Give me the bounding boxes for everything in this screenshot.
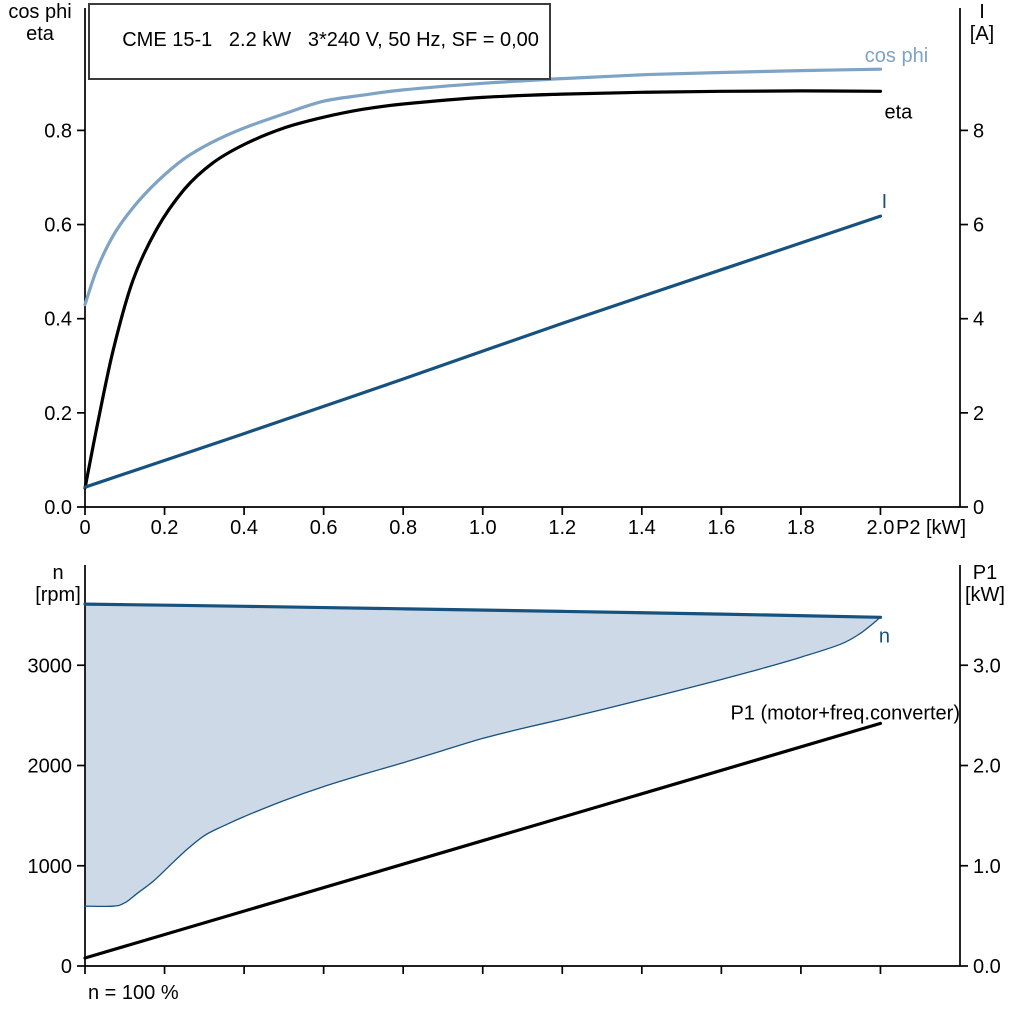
- left-tick-label: 2000: [28, 756, 73, 778]
- x-tick-label: 1.8: [787, 517, 815, 539]
- x-tick-label: 1.6: [707, 517, 735, 539]
- left-tick-label: 1000: [28, 856, 73, 878]
- chart-title: CME 15-1 2.2 kW 3*240 V, 50 Hz, SF = 0,0…: [122, 29, 539, 51]
- chart-motor-curves: 0 0.2 0.4 0.6 0.8 1.0 1.2 1.4 1.6 1.8 2.0 P2 [kW] 0.…: [8, 1, 994, 539]
- right-axis-title: I: [979, 1, 985, 23]
- x-tick-label: 1.2: [548, 517, 576, 539]
- left-tick-label: 0.2: [44, 403, 72, 425]
- right-axis-title: [A]: [970, 23, 994, 45]
- x-tick-label: 1.0: [469, 517, 497, 539]
- x-tick-label: 0.8: [389, 517, 417, 539]
- x-tick-label: 2.0: [867, 517, 895, 539]
- right-tick-label: 1.0: [973, 856, 1001, 878]
- right-tick-label: 6: [973, 215, 984, 237]
- x-tick-label: 0: [79, 517, 90, 539]
- x-tick-label: 1.4: [628, 517, 656, 539]
- series-i: [83, 214, 883, 489]
- speed-control-range-area: [85, 604, 881, 907]
- right-tick-label: 4: [973, 309, 984, 331]
- right-tick-label: 2: [973, 403, 984, 425]
- curve-label-p1-motor-freq-converter: P1 (motor+freq.converter): [730, 702, 960, 724]
- left-axis-title: n: [52, 562, 63, 584]
- series-eta: [83, 89, 883, 490]
- series-cos-phi: [83, 67, 883, 307]
- curve-label-cos-phi: cos phi: [865, 45, 928, 67]
- left-tick-label: 0.0: [44, 497, 72, 519]
- right-axis-title: [kW]: [965, 584, 1005, 606]
- curve-label-eta: eta: [884, 102, 913, 124]
- series-p1-motor-freq-converter: [83, 721, 883, 960]
- series-n: [83, 602, 883, 619]
- curve-label-i: I: [882, 191, 888, 213]
- left-tick-label: 0: [61, 956, 72, 978]
- right-axis-title: P1: [973, 562, 997, 584]
- x-tick-label: 0.2: [151, 517, 179, 539]
- chart-speed-power: 01000200030000.01.02.03.0n[rpm]P1[kW]nP1…: [28, 562, 1006, 978]
- x-axis-title: P2 [kW]: [896, 517, 966, 539]
- chart-title-box: CME 15-1 2.2 kW 3*240 V, 50 Hz, SF = 0,0…: [88, 3, 551, 80]
- speed-footnote: n = 100 %: [88, 982, 179, 1004]
- series-n-min: [84, 616, 882, 908]
- right-tick-label: 3.0: [973, 655, 1001, 677]
- right-tick-label: 0.0: [973, 956, 1001, 978]
- left-tick-label: 0.8: [44, 120, 72, 142]
- curve-label-n: n: [879, 626, 890, 648]
- x-tick-label: 0.4: [230, 517, 258, 539]
- left-axis-title: [rpm]: [35, 584, 81, 606]
- left-tick-label: 0.6: [44, 215, 72, 237]
- left-axis-title: cos phi: [8, 1, 71, 23]
- left-axis-title: eta: [26, 23, 55, 45]
- right-tick-label: 8: [973, 120, 984, 142]
- left-tick-label: 0.4: [44, 309, 72, 331]
- x-tick-label: 0.6: [310, 517, 338, 539]
- left-tick-label: 3000: [28, 655, 73, 677]
- right-tick-label: 0: [973, 497, 984, 519]
- right-tick-label: 2.0: [973, 756, 1001, 778]
